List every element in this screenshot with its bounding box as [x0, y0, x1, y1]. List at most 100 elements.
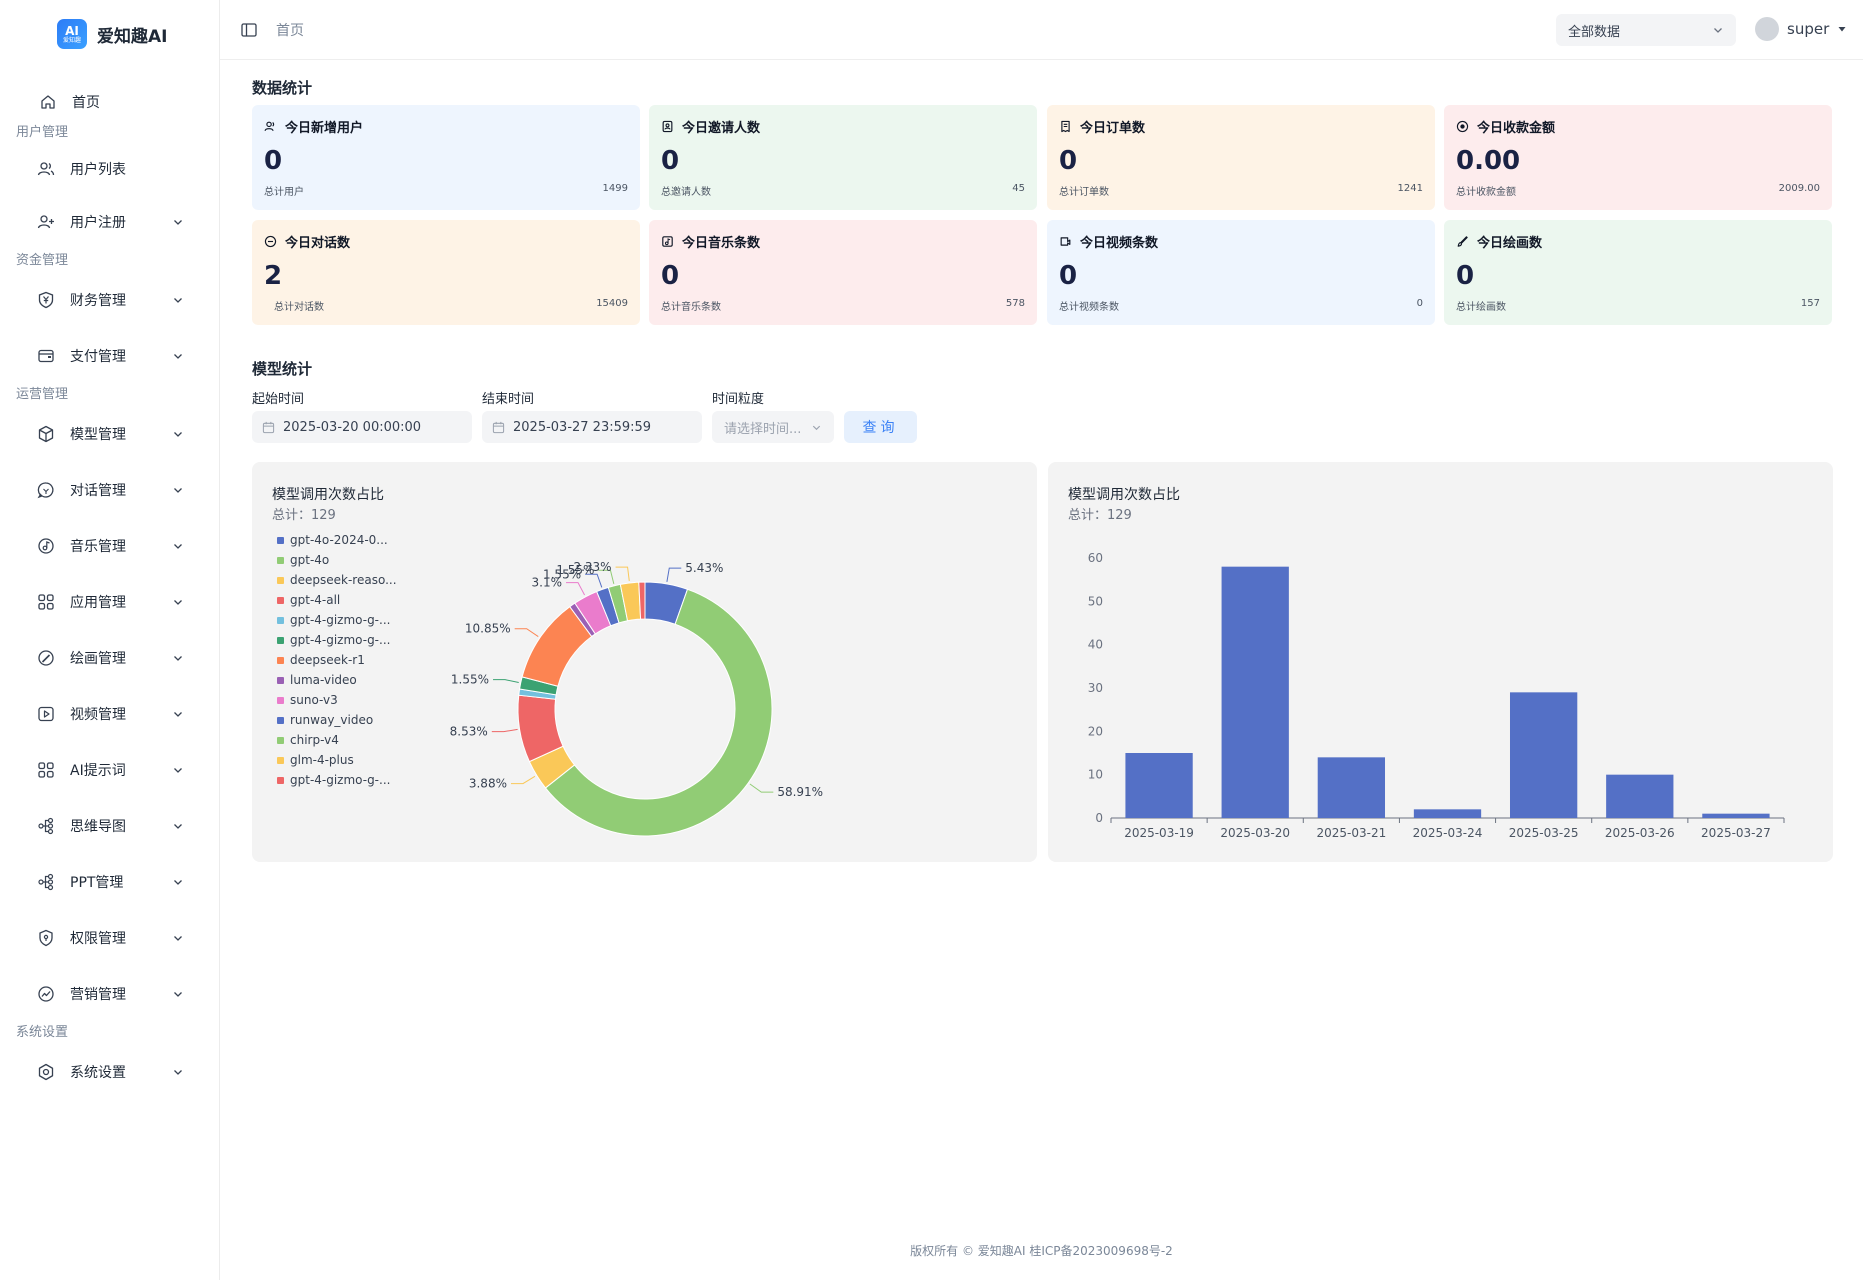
- legend-item[interactable]: deepseek-reaso...: [277, 570, 397, 590]
- sidebar-item-video[interactable]: 视频管理: [0, 686, 220, 742]
- legend-item[interactable]: deepseek-r1: [277, 650, 397, 670]
- mindmap-icon: [36, 816, 56, 836]
- sidebar-item-ppt[interactable]: PPT管理: [0, 854, 220, 910]
- sidebar-item-model[interactable]: 模型管理: [0, 406, 220, 462]
- pie-data-label: 10.85%: [465, 622, 511, 636]
- legend-label: runway_video: [290, 713, 374, 727]
- start-time-label: 起始时间: [252, 392, 305, 407]
- sidebar-item-finance[interactable]: 财务管理: [0, 272, 220, 328]
- breadcrumb[interactable]: 首页: [276, 23, 304, 39]
- pie-label-line: [491, 728, 518, 733]
- sidebar-item-label: 支付管理: [70, 349, 126, 365]
- avatar: [1755, 17, 1779, 41]
- sidebar-toggle-icon[interactable]: [240, 21, 258, 39]
- sidebar-item-label: 首页: [72, 95, 100, 111]
- username: super: [1787, 20, 1830, 38]
- sidebar-item-permission[interactable]: 权限管理: [0, 910, 220, 966]
- pie-label-line: [615, 566, 630, 582]
- legend-item[interactable]: gpt-4-gizmo-g-...: [277, 610, 397, 630]
- legend-label: gpt-4o: [290, 553, 330, 567]
- pie-slice[interactable]: [619, 581, 642, 622]
- pie-slice[interactable]: [517, 694, 564, 763]
- chat-icon: [264, 235, 277, 247]
- legend-item[interactable]: luma-video: [277, 670, 397, 690]
- legend-item[interactable]: chirp-v4: [277, 730, 397, 750]
- pie-slice[interactable]: [638, 581, 646, 620]
- x-tick-label: 2025-03-19: [1124, 826, 1194, 840]
- apps-icon: [36, 592, 56, 612]
- brush-icon: [1457, 235, 1468, 247]
- sidebar-item-user-register[interactable]: 用户注册: [0, 194, 220, 250]
- pie-slice[interactable]: [521, 605, 593, 687]
- sidebar-item-mindmap[interactable]: 思维导图: [0, 798, 220, 854]
- sidebar-item-label: 应用管理: [70, 595, 126, 611]
- chevron-down-icon: [174, 1070, 182, 1075]
- legend-item[interactable]: gpt-4-all: [277, 590, 397, 610]
- bar[interactable]: [1317, 757, 1386, 818]
- sidebar-item-label: 权限管理: [70, 931, 126, 947]
- legend-label: gpt-4-gizmo-g-...: [290, 633, 391, 647]
- chevron-down-icon: [174, 298, 182, 303]
- legend-item[interactable]: gpt-4o: [277, 550, 397, 570]
- stat-title: 今日绘画数: [1477, 235, 1543, 251]
- sidebar-item-marketing[interactable]: 营销管理: [0, 966, 220, 1022]
- legend-item[interactable]: gpt-4-gizmo-g-...: [277, 630, 397, 650]
- stat-value: 0.00: [1456, 146, 1521, 176]
- bar[interactable]: [1606, 774, 1674, 818]
- legend-item[interactable]: gpt-4-gizmo-g-...: [277, 770, 397, 790]
- data-scope-select[interactable]: 全部数据: [1556, 14, 1736, 46]
- chevron-down-icon: [812, 425, 821, 431]
- legend-item[interactable]: runway_video: [277, 710, 397, 730]
- sidebar-item-paint[interactable]: 绘画管理: [0, 630, 220, 686]
- stat-total-value: 1241: [1397, 183, 1423, 194]
- sidebar-item-home[interactable]: 首页: [0, 82, 220, 122]
- wallet-icon: [36, 346, 56, 366]
- sidebar-item-chat[interactable]: 对话管理: [0, 462, 220, 518]
- pie-slice[interactable]: [528, 745, 576, 789]
- sidebar-item-payment[interactable]: 支付管理: [0, 328, 220, 384]
- user-menu[interactable]: super: [1755, 17, 1847, 41]
- legend-swatch: [277, 716, 284, 724]
- pie-slice[interactable]: [519, 676, 559, 696]
- sidebar-item-user-list[interactable]: 用户列表: [0, 144, 220, 194]
- sidebar-item-label: 营销管理: [70, 987, 126, 1003]
- legend-item[interactable]: glm-4-plus: [277, 750, 397, 770]
- pie-slice[interactable]: [574, 590, 612, 635]
- x-tick-label: 2025-03-25: [1509, 826, 1579, 840]
- pie-slice[interactable]: [569, 602, 597, 638]
- sidebar-item-system-settings[interactable]: 系统设置: [0, 1044, 220, 1100]
- start-time-value: 2025-03-20 00:00:00: [283, 419, 422, 435]
- y-tick-label: 40: [1088, 638, 1103, 652]
- granularity-select[interactable]: 请选择时间...: [712, 411, 834, 443]
- start-time-input[interactable]: 2025-03-20 00:00:00: [252, 411, 472, 443]
- pie-slice[interactable]: [596, 586, 620, 627]
- pie-slice[interactable]: [644, 581, 689, 625]
- brand-name: 爱知趣AI: [97, 26, 168, 47]
- legend-label: glm-4-plus: [290, 753, 354, 767]
- x-tick-label: 2025-03-26: [1605, 826, 1675, 840]
- legend-item[interactable]: gpt-4o-2024-0...: [277, 530, 397, 550]
- end-time-input[interactable]: 2025-03-27 23:59:59: [482, 411, 702, 443]
- music-icon: [36, 536, 56, 556]
- bar[interactable]: [1509, 692, 1578, 818]
- bar[interactable]: [1221, 566, 1289, 818]
- pie-label-line: [566, 582, 586, 596]
- sidebar-item-ai-prompt[interactable]: AI提示词: [0, 742, 220, 798]
- bar[interactable]: [1702, 813, 1770, 818]
- stat-card-new-users: 今日新增用户 0 总计用户 1499: [252, 105, 640, 210]
- pie-slice[interactable]: [607, 583, 629, 624]
- pie-slice[interactable]: [518, 688, 557, 700]
- query-button[interactable]: 查询: [844, 411, 917, 443]
- caret-down-icon: [1838, 27, 1846, 32]
- pie-data-label: 3.88%: [469, 777, 507, 791]
- bar[interactable]: [1413, 809, 1482, 818]
- sidebar-item-apps[interactable]: 应用管理: [0, 574, 220, 630]
- sidebar-item-music[interactable]: 音乐管理: [0, 518, 220, 574]
- bar[interactable]: [1125, 753, 1193, 818]
- chart-subtitle: 总计：129: [1068, 508, 1132, 523]
- pie-slice[interactable]: [544, 588, 773, 837]
- legend-item[interactable]: suno-v3: [277, 690, 397, 710]
- menu-group-label: 用户管理: [16, 125, 69, 140]
- logo[interactable]: AI 爱知趣 爱知趣AI: [57, 18, 167, 50]
- video-icon: [1060, 236, 1071, 246]
